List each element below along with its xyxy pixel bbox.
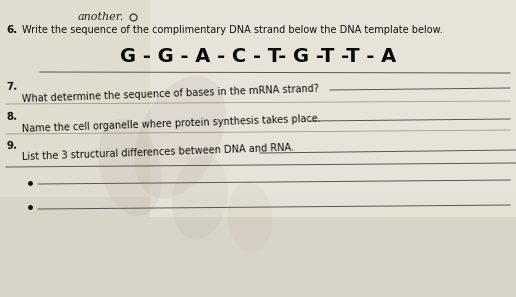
Text: What determine the sequence of bases in the mRNA strand?: What determine the sequence of bases in … [22, 84, 319, 104]
Text: 9.: 9. [6, 141, 18, 151]
Text: List the 3 structural differences between DNA and RNA.: List the 3 structural differences betwee… [22, 143, 295, 162]
Text: Name the cell organelle where protein synthesis takes place.: Name the cell organelle where protein sy… [22, 114, 321, 135]
Text: 7.: 7. [6, 82, 18, 92]
Text: 8.: 8. [6, 112, 18, 122]
Ellipse shape [172, 155, 228, 239]
Text: 6.: 6. [6, 25, 17, 35]
Text: Write the sequence of the complimentary DNA strand below the DNA template below.: Write the sequence of the complimentary … [22, 25, 443, 35]
Bar [0, 0, 516, 197]
Text: G - G - A - C - T- G -T -T - A: G - G - A - C - T- G -T -T - A [120, 47, 396, 66]
Ellipse shape [98, 118, 162, 216]
Bar [150, 0, 516, 217]
Ellipse shape [228, 182, 272, 252]
Text: another.: another. [78, 12, 124, 22]
Ellipse shape [135, 76, 225, 198]
